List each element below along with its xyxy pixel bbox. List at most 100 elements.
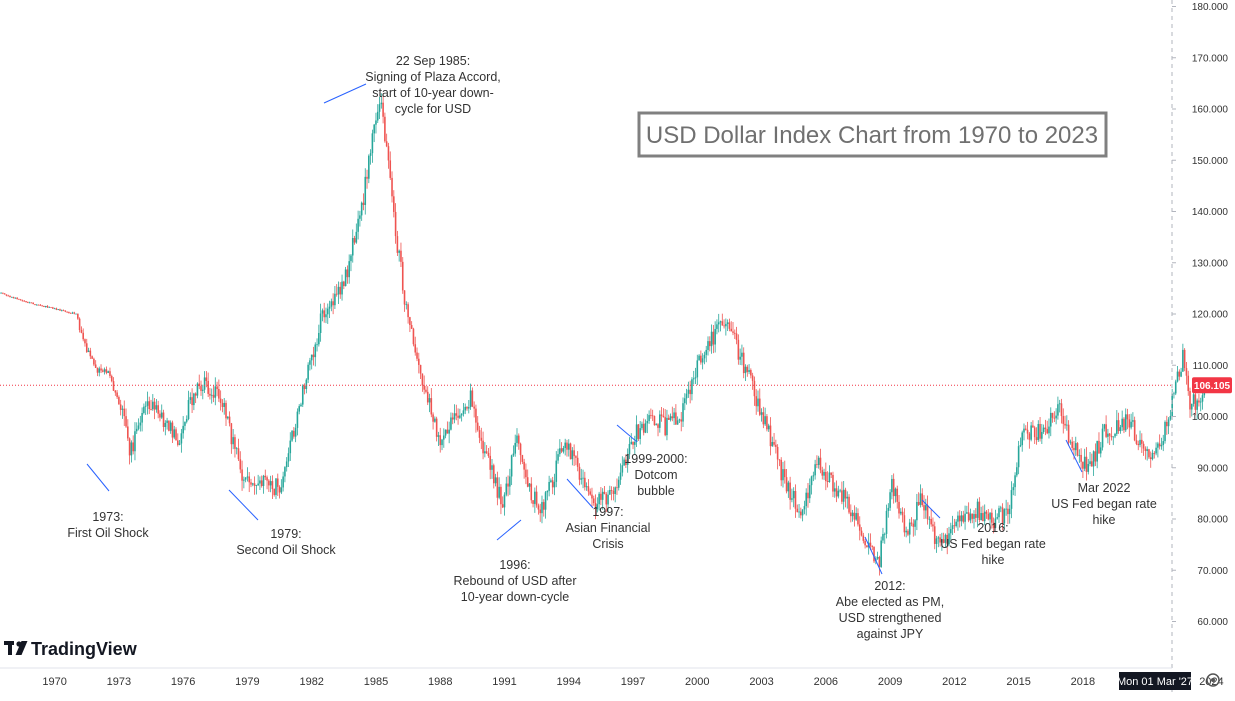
- candle-body: [651, 415, 654, 417]
- candle-body: [808, 485, 811, 499]
- candle-body: [726, 322, 729, 324]
- candle-body: [1155, 447, 1157, 454]
- candle-body: [775, 444, 777, 447]
- annotation-text: 1999-2000:: [624, 452, 687, 466]
- x-tick-label: 2003: [749, 676, 773, 688]
- x-tick-label: 2009: [878, 676, 902, 688]
- candle-body: [296, 411, 299, 428]
- settings-gear-icon[interactable]: [1206, 673, 1220, 687]
- candle-body: [594, 503, 597, 510]
- candle-body: [303, 385, 306, 390]
- candle-body: [1187, 375, 1190, 392]
- candle-body: [1124, 414, 1127, 431]
- candle-body: [748, 370, 750, 373]
- candle-body: [564, 442, 566, 449]
- candle-body: [935, 538, 938, 544]
- y-tick-label: 140.000: [1192, 207, 1229, 218]
- annotation: 1979: Second Oil Shock: [228, 489, 336, 557]
- candle-body: [678, 419, 681, 421]
- candle-body: [676, 420, 679, 425]
- candle-body: [221, 402, 224, 407]
- candle-body: [119, 404, 122, 410]
- candle-body: [293, 430, 295, 437]
- candle-body: [523, 461, 525, 470]
- candle-body: [451, 417, 454, 420]
- candle-body: [767, 425, 770, 430]
- candle-body: [785, 477, 788, 492]
- candle-body: [171, 422, 174, 438]
- candle-body: [371, 133, 374, 154]
- candle-body: [421, 373, 424, 386]
- candle-body: [59, 309, 61, 311]
- candle-body: [853, 512, 856, 520]
- candle-body: [776, 446, 779, 460]
- candle-body: [193, 393, 195, 406]
- candle-body: [118, 397, 120, 405]
- candle-body: [662, 415, 665, 418]
- candle-body: [396, 236, 399, 253]
- candle-body: [484, 451, 486, 454]
- candle-body: [1080, 454, 1082, 462]
- candle-body: [933, 526, 936, 544]
- candle-body: [87, 350, 90, 352]
- candle-body: [46, 305, 49, 308]
- candle-body: [976, 501, 979, 518]
- x-tick-label: 1991: [492, 676, 516, 688]
- candle-body: [189, 397, 192, 400]
- candle-body: [550, 480, 552, 482]
- candle-body: [1130, 421, 1132, 428]
- candle-body: [455, 413, 458, 416]
- candle-body: [480, 437, 483, 441]
- candle-body: [617, 479, 620, 488]
- y-axis[interactable]: 180.000 170.000 160.000 150.000 140.000 130.0…: [1171, 0, 1229, 696]
- candle-body: [318, 332, 320, 345]
- annotation-text: Mar 2022: [1078, 481, 1131, 495]
- candle-body: [107, 371, 109, 373]
- annotation-text: 10-year down-cycle: [461, 590, 569, 604]
- annotation-text: Signing of Plaza Accord,: [365, 70, 501, 84]
- candle-body: [1135, 440, 1138, 444]
- candle-body: [835, 488, 838, 497]
- candle-body: [830, 472, 832, 475]
- tradingview-logo[interactable]: TradingView: [4, 639, 138, 659]
- candle-body: [837, 490, 840, 497]
- x-tick-label: 2018: [1071, 676, 1095, 688]
- candle-body: [218, 389, 220, 399]
- candle-body: [1180, 371, 1182, 377]
- candle-body: [771, 442, 774, 447]
- candle-body: [555, 460, 558, 482]
- annotation-pointer: [864, 536, 883, 575]
- candle-body: [778, 459, 781, 461]
- x-axis[interactable]: 1970 1973 1976 1979 1982 1985 1988 1991 1994 1997…: [0, 667, 1224, 688]
- candle-body: [75, 313, 77, 315]
- candle-body: [780, 459, 783, 481]
- candle-body: [557, 454, 559, 461]
- candle-body: [798, 511, 800, 513]
- candle-body: [52, 307, 54, 309]
- candle-body: [210, 394, 213, 396]
- candle-body: [241, 469, 243, 481]
- candle-body: [1112, 436, 1115, 438]
- candle-body: [710, 331, 713, 347]
- candle-body: [148, 401, 151, 410]
- candle-body: [1082, 461, 1084, 469]
- candle-body: [69, 313, 72, 314]
- candle-body: [639, 428, 641, 439]
- candle-body: [957, 515, 959, 522]
- candle-body: [999, 507, 1002, 509]
- candle-body: [1174, 381, 1177, 394]
- candle-body: [1005, 508, 1007, 510]
- candle-body: [828, 472, 831, 482]
- candle-body: [960, 515, 963, 522]
- candle-body: [526, 477, 529, 487]
- date-badge-bg: [1119, 672, 1191, 690]
- candle-body: [96, 367, 99, 373]
- candle-body: [191, 397, 193, 406]
- candle-body: [64, 310, 67, 312]
- candle-body: [28, 302, 31, 304]
- candle-body: [1021, 432, 1024, 446]
- candle-body: [730, 328, 733, 332]
- candle-body: [1148, 449, 1150, 458]
